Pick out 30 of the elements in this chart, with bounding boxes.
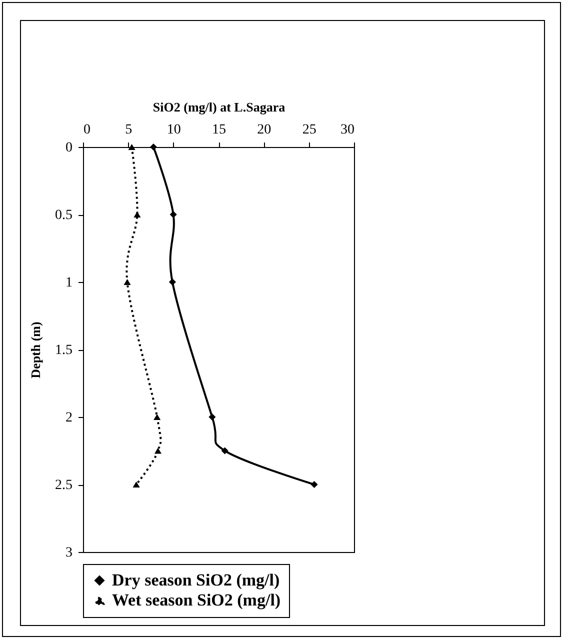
point — [132, 481, 140, 488]
x-tick-label: 30 — [340, 122, 354, 138]
point — [150, 143, 157, 151]
point — [134, 211, 141, 218]
x-tick-label: 15 — [212, 122, 226, 138]
point — [170, 210, 177, 218]
point — [154, 448, 162, 454]
legend-label: Wet season SiO2 (mg/l) — [112, 590, 281, 610]
point — [168, 278, 176, 286]
x-axis-title: SiO2 (mg/l) at L.Sagara — [152, 100, 286, 114]
x-tick-label: 0 — [84, 122, 90, 138]
y-axis-title: Depth (m) — [28, 322, 43, 378]
x-tick-label: 20 — [257, 122, 272, 138]
x-tick-label: 5 — [125, 122, 132, 138]
y-tick-label: 2 — [66, 410, 72, 426]
legend-label: Dry season SiO2 (mg/l) — [112, 570, 280, 590]
y-tick-label: 0.5 — [55, 208, 72, 223]
y-tick-label: 1 — [66, 276, 72, 290]
point — [128, 144, 136, 150]
x-tick-label: 10 — [166, 122, 181, 138]
y-tick-label: 1.5 — [55, 343, 72, 358]
y-tick-label: 3 — [66, 546, 72, 560]
y-tick-label: 0 — [66, 140, 72, 156]
point — [124, 278, 131, 286]
point — [221, 447, 228, 454]
y-tick-label: 2.5 — [55, 478, 72, 493]
point — [310, 480, 318, 488]
point — [208, 413, 216, 421]
point — [154, 414, 161, 420]
x-tick-label: 25 — [302, 122, 316, 138]
